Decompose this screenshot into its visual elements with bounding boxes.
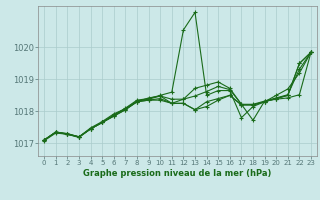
X-axis label: Graphe pression niveau de la mer (hPa): Graphe pression niveau de la mer (hPa)	[84, 169, 272, 178]
